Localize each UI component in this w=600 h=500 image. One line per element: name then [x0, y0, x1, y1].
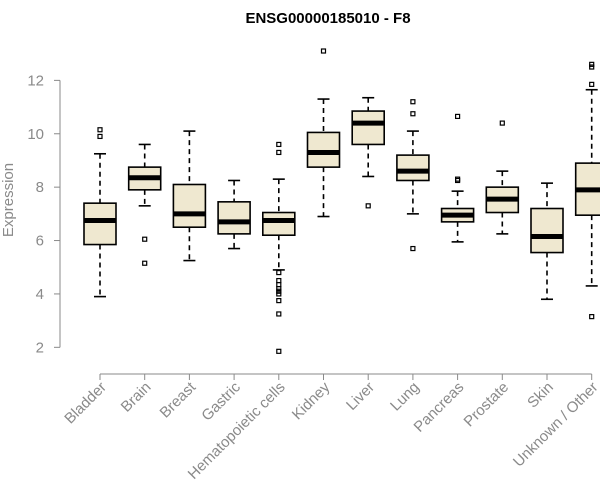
outlier-point: [276, 298, 282, 304]
y-tick-label: 6: [36, 233, 44, 250]
outlier-point: [365, 203, 371, 209]
x-tick-label: Bladder: [61, 379, 110, 428]
chart-title: ENSG00000185010 - F8: [245, 10, 410, 27]
outlier-point: [276, 277, 282, 284]
box-iqr: [261, 211, 296, 237]
box-iqr: [172, 183, 207, 228]
outlier-point: [276, 311, 282, 317]
box-iqr: [217, 201, 251, 235]
y-tick-label: 4: [36, 286, 44, 303]
x-tick-label: Kidney: [289, 378, 334, 423]
outlier-point: [589, 61, 595, 67]
box-hematopoietic-cells: [261, 141, 296, 354]
outlier-point: [276, 348, 282, 354]
outlier-point: [142, 236, 148, 242]
outlier-point: [410, 99, 416, 105]
box-iqr: [83, 202, 117, 246]
box-gastric: [217, 179, 251, 250]
outlier-point: [410, 111, 416, 117]
box-prostate: [485, 120, 520, 235]
box-iqr: [396, 154, 430, 182]
box-series: [83, 48, 600, 354]
y-tick-label: 2: [36, 339, 44, 356]
box-skin: [530, 182, 564, 301]
x-tick-label: Prostate: [461, 379, 513, 431]
x-tick-label: Brain: [118, 379, 155, 416]
box-pancreas: [440, 113, 475, 243]
outlier-point: [97, 133, 103, 140]
outlier-point: [142, 260, 148, 266]
x-tick-label: Liver: [343, 379, 378, 414]
x-tick-label: Breast: [157, 378, 200, 421]
box-lung: [396, 99, 430, 252]
y-tick-label: 10: [27, 126, 44, 143]
outlier-point: [97, 127, 103, 133]
outlier-point: [455, 176, 461, 182]
outlier-point: [276, 141, 282, 148]
outlier-point: [410, 245, 416, 252]
box-brain: [127, 143, 162, 266]
y-axis-label: Expression: [0, 163, 17, 237]
box-kidney: [306, 48, 341, 218]
box-iqr: [306, 131, 341, 168]
outlier-point: [499, 120, 505, 126]
outlier-point: [276, 288, 282, 294]
y-tick-label: 8: [36, 179, 44, 196]
outlier-point: [589, 314, 595, 320]
x-tick-label: Skin: [524, 379, 557, 412]
box-iqr: [530, 207, 564, 254]
box-bladder: [83, 127, 117, 298]
outlier-point: [320, 48, 327, 54]
box-iqr: [351, 110, 386, 146]
outlier-point: [589, 81, 595, 87]
y-axis: 2 4 6 8 10 12: [27, 72, 61, 356]
outlier-point: [455, 113, 461, 120]
box-breast: [172, 130, 207, 262]
y-tick-label: 12: [27, 72, 44, 89]
outlier-point: [276, 291, 282, 297]
outlier-point: [276, 149, 282, 156]
box-liver: [351, 96, 386, 209]
outlier-point: [276, 269, 282, 276]
outlier-point: [276, 281, 282, 288]
box-unknown-other: [574, 61, 600, 320]
x-tick-label: Lung: [387, 379, 423, 415]
outlier-point: [455, 177, 461, 184]
outlier-point: [589, 64, 595, 70]
outlier-point: [276, 285, 282, 292]
